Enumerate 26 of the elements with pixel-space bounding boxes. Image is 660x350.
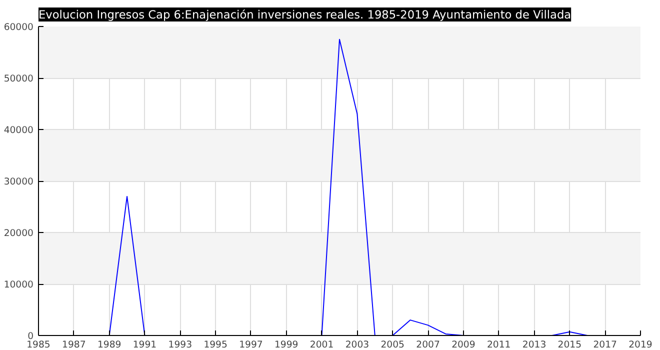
chart-title: Evolucion Ingresos Cap 6:Enajenación inversiones reales. 1985-2019 Ayuntamiento de Villada <box>38 8 572 22</box>
x-tick-label: 1985 <box>26 340 50 350</box>
x-tick-label: 2007 <box>416 340 440 350</box>
x-tick-label: 1993 <box>168 340 192 350</box>
x-tick-label: 1997 <box>239 340 263 350</box>
x-tick-label: 2015 <box>558 340 582 350</box>
y-tick-label: 0 <box>28 331 34 342</box>
y-tick-label: 50000 <box>4 74 34 84</box>
x-tick-label: 2003 <box>345 340 370 350</box>
x-tick-label: 2005 <box>380 340 405 350</box>
y-tick-label: 30000 <box>4 176 34 188</box>
x-tick-label: 1999 <box>274 340 298 350</box>
x-tick-label: 1987 <box>62 340 86 350</box>
x-tick-label: 1991 <box>132 340 157 350</box>
y-tick-label: 60000 <box>4 22 34 33</box>
x-tick-label: 2011 <box>486 340 511 350</box>
x-tick-label: 2019 <box>628 340 652 350</box>
y-tick-label: 20000 <box>4 228 34 239</box>
x-tick-label: 1989 <box>97 340 122 350</box>
x-tick-label: 1995 <box>204 340 228 350</box>
x-tick-label: 2009 <box>452 340 476 350</box>
y-tick-label: 10000 <box>4 280 34 290</box>
y-tick-label: 40000 <box>4 125 34 136</box>
x-tick-label: 2013 <box>522 340 546 350</box>
x-tick-label: 2001 <box>310 340 334 350</box>
x-tick-label: 2017 <box>593 340 618 350</box>
